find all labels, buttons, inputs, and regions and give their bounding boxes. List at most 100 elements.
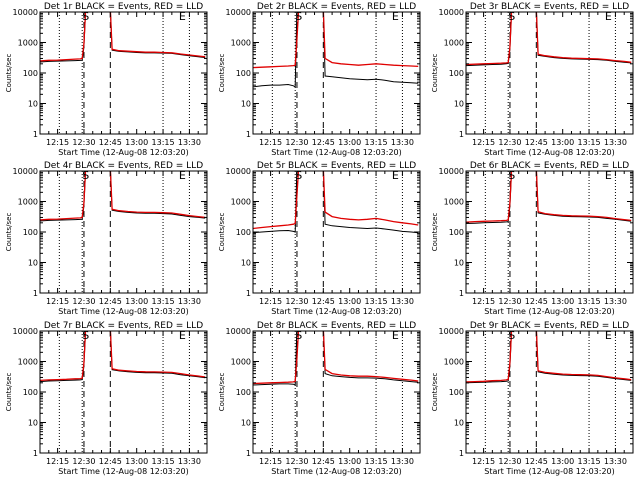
y-axis-label: Counts/sec (431, 54, 439, 93)
series-group (40, 12, 206, 63)
x-tick-label: 12:15 (259, 138, 282, 147)
x-tick-label: 12:45 (312, 457, 335, 466)
x-tick-label: 12:15 (259, 297, 282, 306)
series-line-lld (40, 12, 206, 62)
y-tick-label: 1 (246, 130, 251, 139)
x-tick-label: 13:30 (604, 457, 627, 466)
series-group (40, 171, 206, 222)
x-tick-label: 12:45 (525, 138, 548, 147)
series-line-lld (253, 12, 419, 69)
y-tick-label: 1000 (18, 39, 38, 48)
y-tick-label: 100 (236, 388, 251, 397)
y-tick-label: 100 (236, 69, 251, 78)
x-tick-label: 12:30 (498, 297, 521, 306)
y-tick-label: 1 (33, 130, 38, 139)
panel-title: Det 8r BLACK = Events, RED = LLD (257, 321, 416, 331)
y-tick-label: 10 (241, 259, 251, 268)
y-tick-label: 100 (23, 388, 38, 397)
series-line-lld (40, 171, 206, 221)
x-tick-label: 12:30 (285, 297, 308, 306)
panel-title: Det 9r BLACK = Events, RED = LLD (470, 321, 629, 331)
y-tick-label: 10000 (226, 327, 251, 336)
x-tick-label: 13:15 (365, 138, 388, 147)
marker-label-e: E (392, 329, 399, 342)
panel-9: S E 1 10 100 1000 10000 12:15 12:30 12:45 13:00 13:… (431, 321, 634, 476)
x-tick-label: 12:45 (312, 297, 335, 306)
x-tick-label: 12:30 (72, 457, 95, 466)
x-tick-label: 13:15 (578, 138, 601, 147)
y-tick-label: 10 (241, 100, 251, 109)
y-tick-label: 10000 (439, 327, 464, 336)
y-axis-label: Counts/sec (5, 54, 13, 93)
y-tick-label: 100 (236, 228, 251, 237)
x-tick-label: 12:30 (498, 138, 521, 147)
x-tick-label: 13:00 (125, 297, 148, 306)
x-tick-label: 13:30 (604, 138, 627, 147)
marker-label-s: S (508, 169, 515, 182)
y-tick-label: 10 (454, 419, 464, 428)
series-line-lld (466, 12, 632, 66)
y-tick-label: 10 (241, 419, 251, 428)
y-tick-label: 1 (33, 449, 38, 458)
panel-5: S E 1 10 100 1000 10000 12:15 12:30 12:45 13:00 13:… (218, 161, 421, 316)
x-tick-label: 12:45 (312, 138, 335, 147)
y-tick-label: 10000 (226, 167, 251, 176)
marker-label-e: E (179, 169, 186, 182)
panel-title: Det 2r BLACK = Events, RED = LLD (257, 2, 416, 12)
panel-8: S E 1 10 100 1000 10000 12:15 12:30 12:45 13:00 13:… (218, 321, 421, 476)
panel-title: Det 6r BLACK = Events, RED = LLD (470, 161, 629, 171)
y-tick-label: 1000 (18, 198, 38, 207)
y-tick-label: 100 (449, 388, 464, 397)
series-group (253, 331, 419, 386)
x-tick-label: 13:30 (391, 297, 414, 306)
panel-title: Det 5r BLACK = Events, RED = LLD (257, 161, 416, 171)
panel-title: Det 1r BLACK = Events, RED = LLD (44, 2, 203, 12)
series-group (40, 331, 206, 383)
x-axis-label: Start Time (12-Aug-08 12:03:20) (271, 148, 402, 157)
marker-label-e: E (179, 10, 186, 23)
y-tick-label: 10000 (13, 327, 38, 336)
x-tick-label: 13:30 (391, 457, 414, 466)
x-tick-label: 13:30 (604, 297, 627, 306)
series-group (466, 331, 632, 384)
panel-4: S E 1 10 100 1000 10000 12:15 12:30 12:45 13:00 13:… (5, 161, 208, 316)
y-tick-label: 100 (449, 69, 464, 78)
y-tick-label: 1 (459, 289, 464, 298)
x-tick-label: 13:30 (391, 138, 414, 147)
marker-label-e: E (605, 329, 612, 342)
y-axis-label: Counts/sec (5, 373, 13, 412)
x-tick-label: 13:30 (178, 297, 201, 306)
marker-label-s: S (295, 10, 302, 23)
x-tick-label: 13:30 (178, 138, 201, 147)
y-tick-label: 1000 (444, 198, 464, 207)
series-line-lld (253, 171, 419, 230)
marker-label-s: S (295, 329, 302, 342)
panel-title: Det 7r BLACK = Events, RED = LLD (44, 321, 203, 331)
y-tick-label: 10000 (439, 167, 464, 176)
x-tick-label: 13:15 (152, 457, 175, 466)
x-axis-label: Start Time (12-Aug-08 12:03:20) (271, 307, 402, 316)
x-axis-label: Start Time (12-Aug-08 12:03:20) (484, 148, 615, 157)
y-tick-label: 1000 (231, 198, 251, 207)
y-tick-label: 10 (454, 259, 464, 268)
x-axis-label: Start Time (12-Aug-08 12:03:20) (58, 307, 189, 316)
x-tick-label: 12:15 (46, 297, 69, 306)
panel-title: Det 4r BLACK = Events, RED = LLD (44, 161, 203, 171)
y-tick-label: 1 (459, 449, 464, 458)
y-axis-label: Counts/sec (431, 373, 439, 412)
y-tick-label: 1000 (231, 358, 251, 367)
x-axis-label: Start Time (12-Aug-08 12:03:20) (271, 467, 402, 476)
x-tick-label: 13:00 (338, 138, 361, 147)
panel-2: S E 1 10 100 1000 10000 12:15 12:30 12:45 13:00 13:… (218, 2, 421, 157)
series-group (466, 12, 632, 67)
y-tick-label: 1 (246, 449, 251, 458)
x-tick-label: 13:00 (338, 297, 361, 306)
x-tick-label: 13:15 (578, 297, 601, 306)
y-tick-label: 10 (28, 100, 38, 109)
series-group (466, 171, 632, 224)
marker-label-s: S (295, 169, 302, 182)
x-tick-label: 12:30 (72, 138, 95, 147)
y-axis-label: Counts/sec (5, 213, 13, 252)
